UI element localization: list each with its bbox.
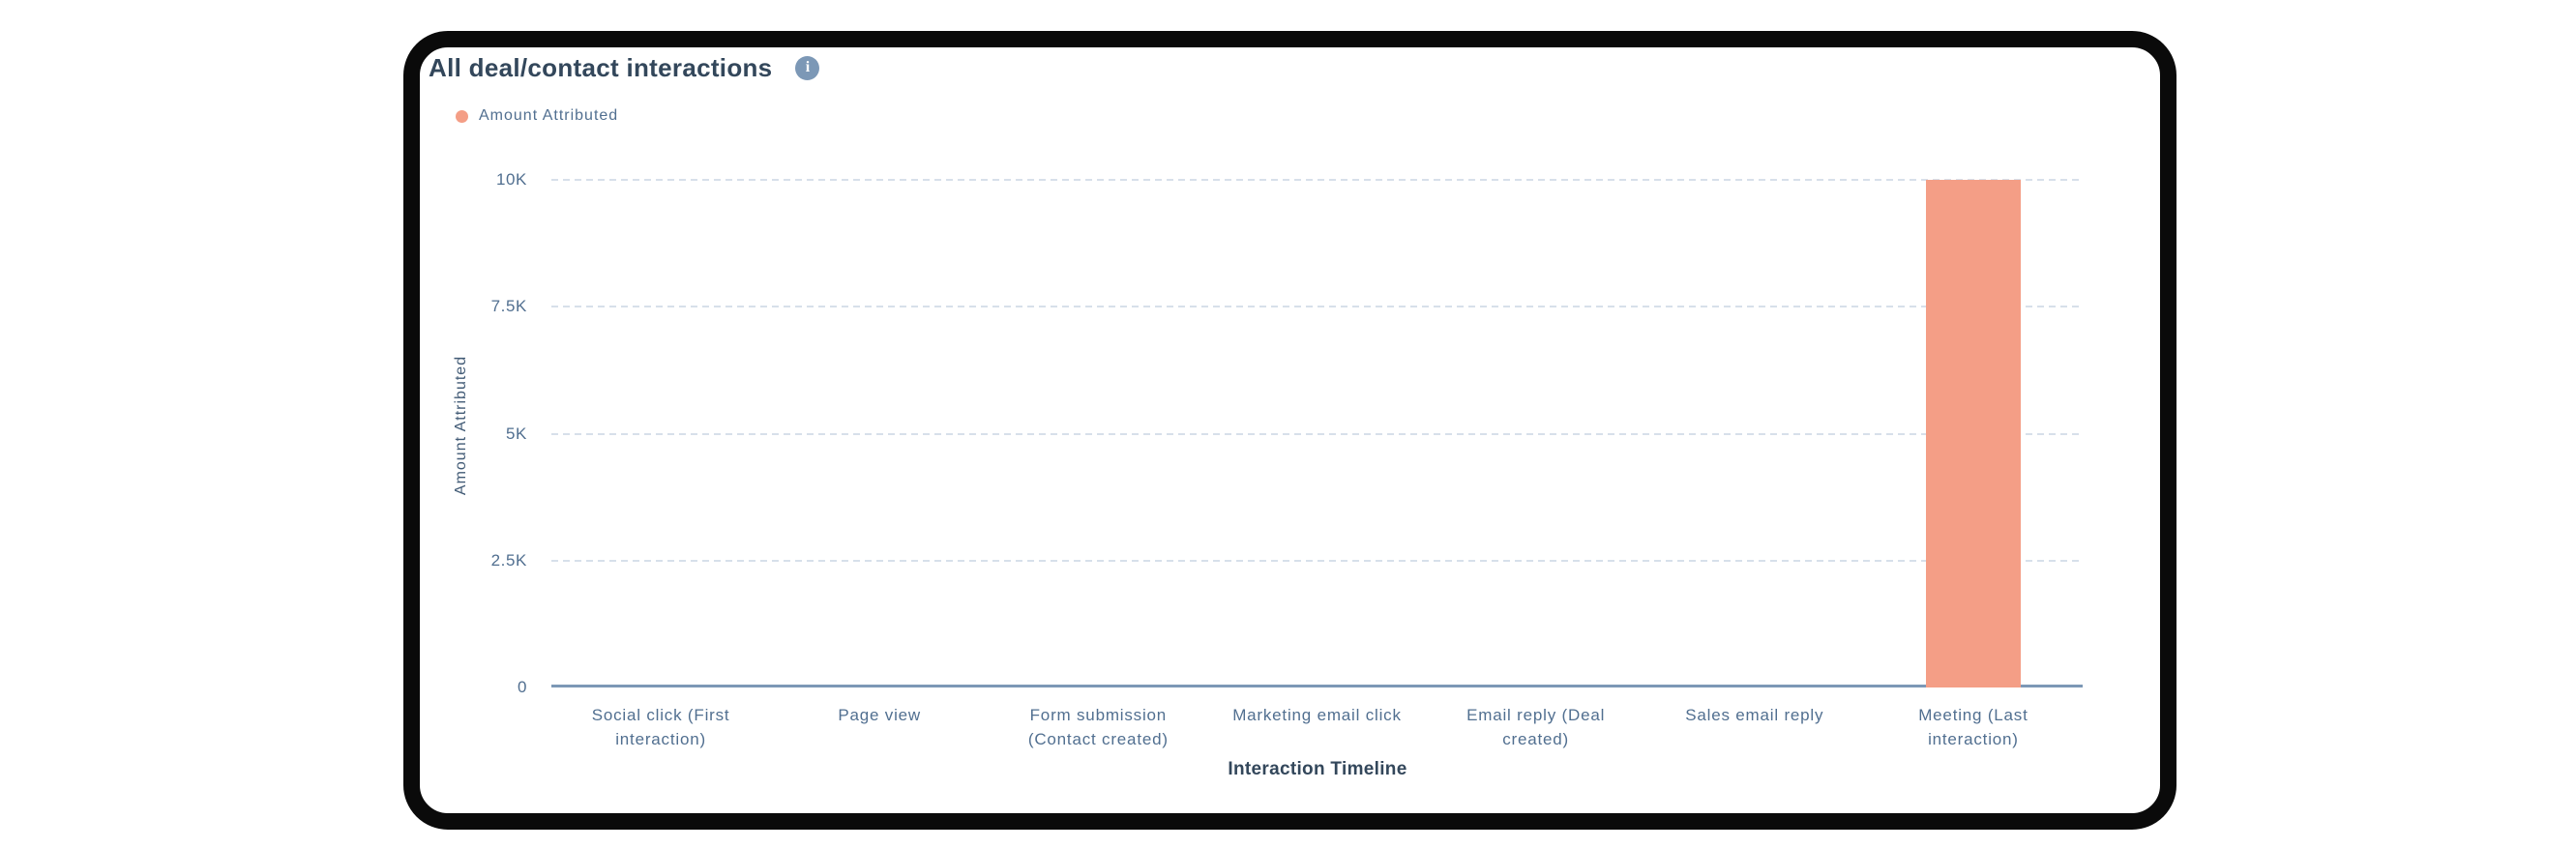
x-axis-category-label: Social click (First interaction) <box>540 703 782 751</box>
info-icon-glyph: i <box>805 59 811 75</box>
y-tick-label: 5K <box>506 424 527 443</box>
x-axis-category-label-line: interaction) <box>615 730 706 748</box>
x-axis-category-label-line: Form submission <box>1029 706 1168 724</box>
gridline <box>551 559 2083 562</box>
x-axis-line <box>551 685 2083 687</box>
x-axis-category-label-line: Marketing email click <box>1232 706 1402 724</box>
x-axis-category-label-line: Email reply (Deal <box>1466 706 1606 724</box>
x-axis-category-label-line: Social click (First <box>591 706 730 724</box>
y-tick-label: 10K <box>495 170 527 189</box>
info-icon[interactable]: i <box>795 55 820 80</box>
report-title: All deal/contact interactions <box>429 53 773 82</box>
x-axis-category-label-line: (Contact created) <box>1027 730 1169 748</box>
x-axis-category-label: Page view <box>758 703 1000 727</box>
x-axis-category-label-line: created) <box>1502 730 1570 748</box>
y-tick-label: 0 <box>517 678 527 696</box>
x-axis-category-label: Meeting (Last interaction) <box>1852 703 2094 751</box>
x-axis-category-label: Email reply (Deal created) <box>1415 703 1657 751</box>
x-axis-category-label: Sales email reply <box>1634 703 1876 727</box>
x-axis-title: Interaction Timeline <box>1228 759 1407 779</box>
x-axis-category-label: Form submission (Contact created) <box>977 703 1219 751</box>
x-axis-category-label-line: Sales email reply <box>1685 706 1824 724</box>
x-axis-category-label-line: interaction) <box>1928 730 2019 748</box>
y-tick-label: 7.5K <box>490 297 527 316</box>
bar-meeting-last-interaction[interactable] <box>1925 180 2021 687</box>
gridline <box>551 306 2083 308</box>
y-tick-label: 2.5K <box>490 550 527 570</box>
plot-area: 0 2.5K 5K 7.5K 10K Social click (First interac… <box>491 170 2083 748</box>
x-axis-category-label-line: Page view <box>838 706 922 724</box>
gridline <box>551 179 2083 181</box>
x-axis-category-label: Marketing email click <box>1197 703 1438 727</box>
chart-legend: Amount Attributed <box>456 107 618 125</box>
report-header: All deal/contact interactions i <box>429 52 820 83</box>
x-axis-category-label-line: Meeting (Last <box>1918 706 2028 724</box>
legend-dot-icon <box>456 109 468 123</box>
report-card: All deal/contact interactions i Amount A… <box>403 31 2176 830</box>
legend-label: Amount Attributed <box>479 107 619 124</box>
gridline <box>551 432 2083 435</box>
legend-item-amount-attributed[interactable]: Amount Attributed <box>456 107 618 125</box>
